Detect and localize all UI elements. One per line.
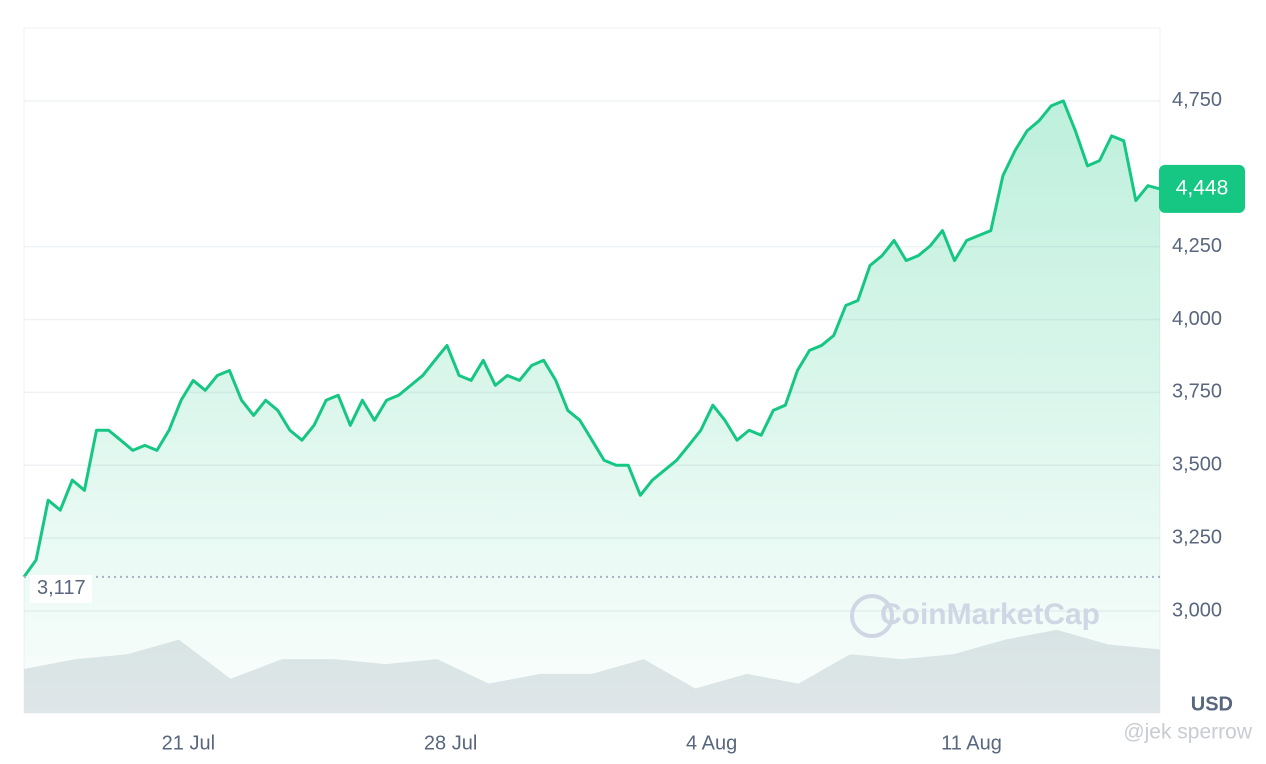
x-tick-label: 4 Aug [686, 732, 737, 754]
price-line [22, 99, 1161, 578]
x-tick-label: 11 Aug [941, 732, 1002, 754]
reference-label-bg [30, 574, 92, 603]
y-tick-label: 3,000 [1172, 599, 1222, 621]
watermark: CoinMarketCap [880, 598, 1100, 631]
x-tick-label: 21 Jul [162, 732, 215, 754]
price-area [24, 100, 1160, 714]
y-tick-label: 3,500 [1172, 454, 1222, 476]
y-tick-label: 4,250 [1172, 235, 1222, 257]
y-tick-label: 4,750 [1172, 89, 1222, 111]
y-tick-label: 3,750 [1172, 381, 1222, 403]
x-tick-label: 28 Jul [424, 732, 477, 754]
watermark-logo [850, 594, 894, 638]
reference-label: 3,117 [37, 577, 86, 599]
marks [22, 99, 1161, 714]
y-tick-label: 4,000 [1172, 308, 1222, 330]
currency-label: USD [1191, 693, 1233, 715]
last-price-label: 4,448 [1176, 176, 1229, 199]
last-price-badge [1159, 164, 1245, 213]
credit: @jek sperrow [1123, 721, 1253, 744]
y-tick-label: 3,250 [1172, 526, 1222, 548]
